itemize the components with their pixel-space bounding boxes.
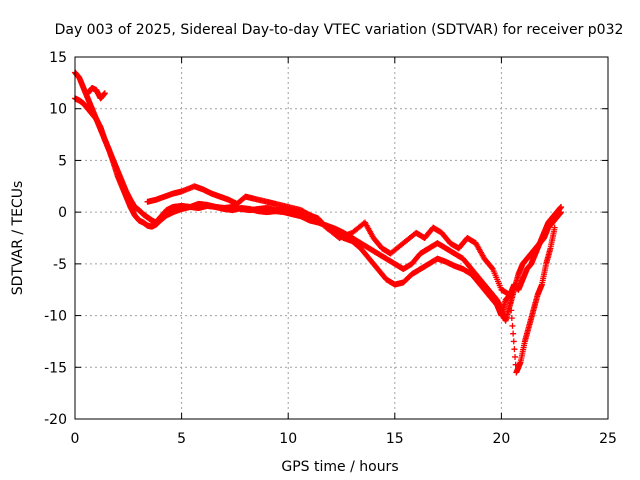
x-axis-label: GPS time / hours — [281, 459, 398, 475]
grid-layer — [75, 57, 608, 419]
y-tick-label: 10 — [49, 102, 67, 118]
data-point — [510, 330, 517, 337]
series-track-b — [72, 95, 565, 319]
data-point — [511, 346, 518, 353]
x-tick-label: 15 — [386, 431, 404, 447]
y-tick-label: -20 — [44, 412, 67, 428]
plot-frame — [74, 56, 609, 420]
x-tick-label: 0 — [71, 431, 80, 447]
data-point — [510, 338, 517, 345]
data-point — [558, 203, 565, 210]
tick-layer: 0 5 10 15 20 25 -20 -15 -10 -5 0 5 10 15 — [44, 50, 617, 447]
data-point — [506, 291, 513, 298]
x-tick-label: 20 — [492, 431, 510, 447]
data-point — [509, 322, 516, 329]
y-tick-label: -10 — [44, 309, 67, 325]
x-tick-label: 5 — [177, 431, 186, 447]
x-tick-label: 25 — [599, 431, 617, 447]
series-track-c — [84, 85, 558, 376]
data-point — [512, 353, 519, 360]
y-tick-label: -15 — [44, 360, 67, 376]
data-point — [551, 224, 558, 231]
x-tick-label: 10 — [279, 431, 297, 447]
data-point — [508, 307, 515, 314]
y-tick-label: 15 — [49, 50, 67, 66]
y-tick-label: 5 — [58, 153, 67, 169]
data-layer — [72, 69, 565, 376]
data-point — [489, 264, 496, 271]
data-point — [507, 299, 514, 306]
y-axis-label: SDTVAR / TECUs — [10, 181, 26, 296]
data-point — [101, 90, 108, 97]
y-tick-label: -5 — [53, 257, 67, 273]
y-tick-label: 0 — [58, 205, 67, 221]
data-point — [508, 315, 515, 322]
chart-title: Day 003 of 2025, Sidereal Day-to-day VTE… — [55, 22, 624, 38]
series-track-a — [72, 69, 565, 324]
